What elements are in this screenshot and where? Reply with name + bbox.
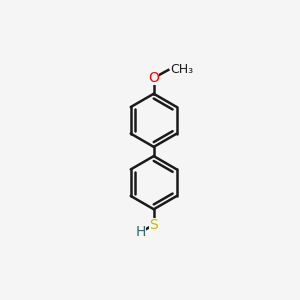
Text: CH₃: CH₃: [170, 64, 193, 76]
Text: O: O: [148, 71, 159, 85]
Text: S: S: [149, 218, 158, 232]
Text: H: H: [136, 225, 146, 239]
